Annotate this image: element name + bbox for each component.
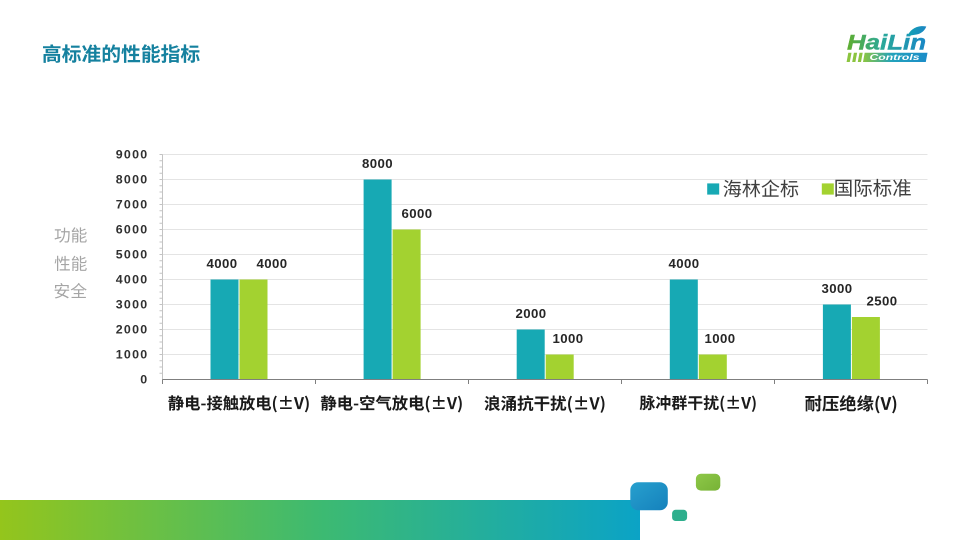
svg-text:4000: 4000 [116, 273, 149, 287]
svg-text:1000: 1000 [116, 348, 149, 362]
svg-text:5000: 5000 [116, 248, 149, 262]
svg-text:4000: 4000 [669, 256, 700, 271]
svg-text:6000: 6000 [402, 206, 433, 221]
svg-text:8000: 8000 [362, 156, 393, 171]
svg-text:4000: 4000 [207, 256, 238, 271]
svg-text:2500: 2500 [867, 294, 898, 309]
svg-text:2000: 2000 [516, 306, 547, 321]
svg-text:1000: 1000 [553, 331, 584, 346]
svg-text:7000: 7000 [116, 198, 149, 212]
svg-text:Controls: Controls [870, 52, 920, 62]
svg-text:6000: 6000 [116, 223, 149, 237]
svg-text:8000: 8000 [116, 173, 149, 187]
svg-text:0: 0 [140, 373, 148, 387]
svg-text:3000: 3000 [116, 298, 149, 312]
svg-text:9000: 9000 [116, 148, 149, 162]
svg-text:1000: 1000 [705, 331, 736, 346]
svg-text:4000: 4000 [257, 256, 288, 271]
svg-text:3000: 3000 [822, 281, 853, 296]
svg-text:2000: 2000 [116, 323, 149, 337]
